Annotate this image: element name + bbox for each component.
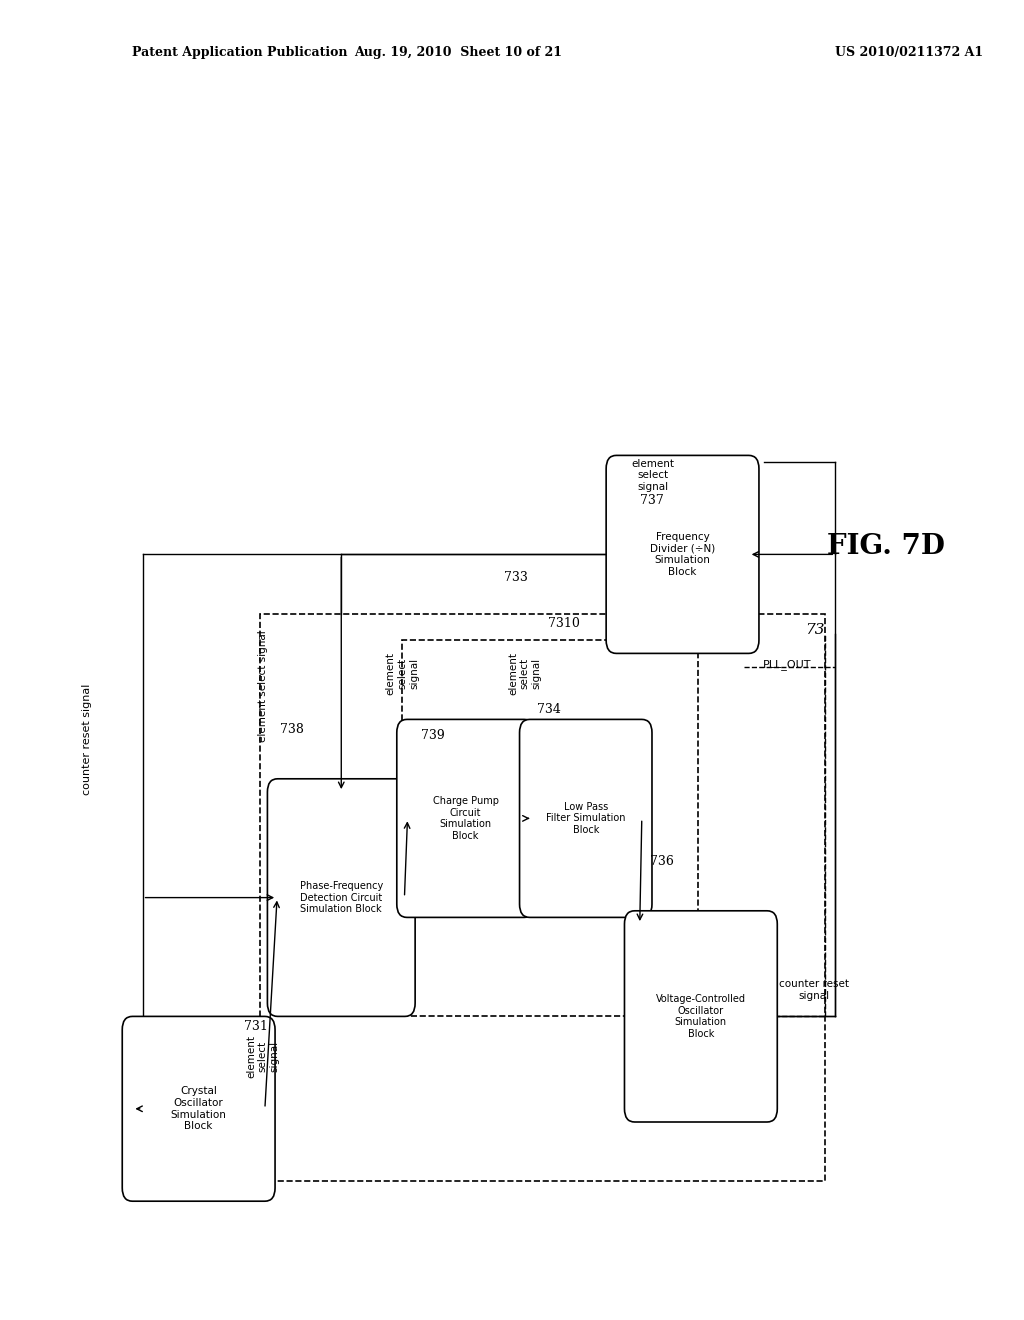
Text: Patent Application Publication: Patent Application Publication (132, 46, 348, 59)
Text: counter reset
signal: counter reset signal (779, 979, 849, 1001)
FancyBboxPatch shape (606, 455, 759, 653)
Text: Voltage-Controlled
Oscillator
Simulation
Block: Voltage-Controlled Oscillator Simulation… (656, 994, 745, 1039)
Text: 731: 731 (245, 1019, 268, 1032)
Text: 734: 734 (537, 702, 561, 715)
FancyBboxPatch shape (625, 911, 777, 1122)
Text: Aug. 19, 2010  Sheet 10 of 21: Aug. 19, 2010 Sheet 10 of 21 (354, 46, 562, 59)
Text: element
select
signal: element select signal (508, 652, 542, 694)
Bar (402, 640, 697, 1016)
Text: 737: 737 (640, 494, 664, 507)
Text: element select signal: element select signal (258, 631, 268, 742)
Bar (260, 614, 825, 1181)
Text: Frequency
Divider (÷N)
Simulation
Block: Frequency Divider (÷N) Simulation Block (650, 532, 715, 577)
Text: Low Pass
Filter Simulation
Block: Low Pass Filter Simulation Block (546, 801, 626, 836)
Text: Crystal
Oscillator
Simulation
Block: Crystal Oscillator Simulation Block (171, 1086, 226, 1131)
Text: FIG. 7D: FIG. 7D (827, 533, 945, 561)
FancyBboxPatch shape (122, 1016, 275, 1201)
Text: element
select
signal: element select signal (632, 458, 675, 492)
Text: Phase-Frequency
Detection Circuit
Simulation Block: Phase-Frequency Detection Circuit Simula… (300, 880, 383, 915)
FancyBboxPatch shape (519, 719, 652, 917)
Text: PLL_OUT: PLL_OUT (763, 659, 812, 669)
FancyBboxPatch shape (396, 719, 535, 917)
Text: 73: 73 (805, 623, 824, 636)
Text: counter reset signal: counter reset signal (82, 684, 91, 795)
Text: element
select
signal: element select signal (386, 652, 419, 694)
Text: element
select
signal: element select signal (246, 1035, 280, 1077)
Text: Charge Pump
Circuit
Simulation
Block: Charge Pump Circuit Simulation Block (432, 796, 499, 841)
Text: 738: 738 (281, 722, 304, 735)
Text: 733: 733 (504, 570, 528, 583)
Text: US 2010/0211372 A1: US 2010/0211372 A1 (836, 46, 983, 59)
Text: 739: 739 (421, 729, 444, 742)
Text: 736: 736 (650, 854, 674, 867)
FancyBboxPatch shape (267, 779, 415, 1016)
Text: 7310: 7310 (548, 616, 580, 630)
